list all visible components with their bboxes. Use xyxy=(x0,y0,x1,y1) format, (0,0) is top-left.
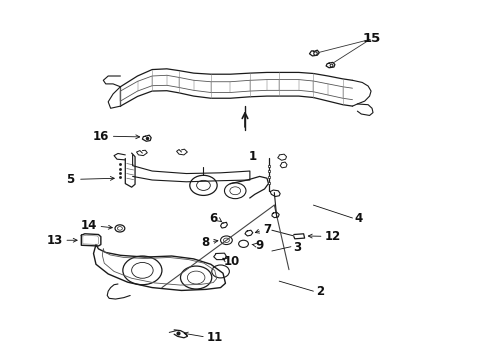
Text: 1: 1 xyxy=(249,150,257,163)
Text: 11: 11 xyxy=(207,331,223,344)
Text: 7: 7 xyxy=(264,223,271,236)
Text: 4: 4 xyxy=(354,212,363,225)
Text: 10: 10 xyxy=(223,255,240,268)
Text: 2: 2 xyxy=(316,285,324,298)
Text: 12: 12 xyxy=(325,230,341,243)
Text: 8: 8 xyxy=(201,235,209,248)
Text: 14: 14 xyxy=(80,219,97,233)
Text: 3: 3 xyxy=(293,241,301,254)
Text: 9: 9 xyxy=(256,239,264,252)
Text: 6: 6 xyxy=(209,212,217,225)
Text: 13: 13 xyxy=(47,234,63,247)
Text: 15: 15 xyxy=(363,32,381,45)
Text: 16: 16 xyxy=(93,130,109,143)
Text: 5: 5 xyxy=(66,173,74,186)
